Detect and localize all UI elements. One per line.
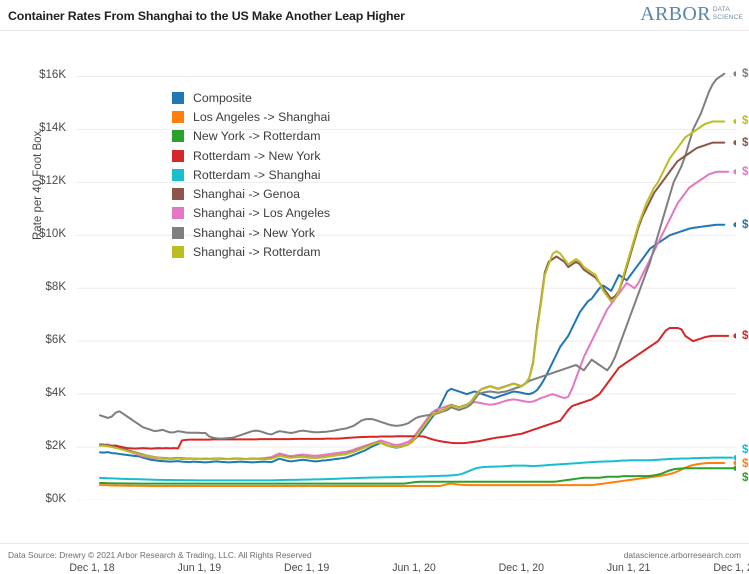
legend-label: Shanghai -> Genoa <box>193 187 300 202</box>
data-source-text: Data Source: Drewry © 2021 Arbor Researc… <box>8 550 312 560</box>
y-tick-label: $12K <box>39 175 66 188</box>
chart-legend: Composite Los Angeles -> Shanghai New York… <box>172 88 330 262</box>
legend-label: Rotterdam -> New York <box>193 148 321 163</box>
series-end-label: $13.5K <box>742 135 749 149</box>
legend-swatch-icon <box>172 168 184 181</box>
legend-item[interactable]: Rotterdam -> Shanghai <box>172 165 330 184</box>
legend-item[interactable]: New York -> Rotterdam <box>172 127 330 146</box>
legend-item[interactable]: Rotterdam -> New York <box>172 146 330 165</box>
y-tick-label: $10K <box>39 228 66 241</box>
legend-swatch-icon <box>172 110 184 123</box>
logo-sub-science: SCIENCE <box>712 13 743 21</box>
page-title: Container Rates From Shanghai to the US … <box>8 9 405 23</box>
series-end-label: $14.3K <box>742 114 749 128</box>
y-tick-label: $14K <box>39 122 66 135</box>
y-tick-label: $6K <box>45 334 66 347</box>
legend-swatch-icon <box>172 130 184 143</box>
y-tick-label: $4K <box>45 387 66 400</box>
series-end-label: $6.2K <box>742 328 749 342</box>
series-end-label: $1.2K <box>742 471 749 485</box>
legend-swatch-icon <box>172 149 184 162</box>
x-tick-label: Dec 1, 20 <box>498 562 544 574</box>
legend-item[interactable]: Composite <box>172 88 330 107</box>
footer-divider <box>0 543 749 544</box>
series-end-label: $12.4K <box>742 164 749 178</box>
x-tick-label: Dec 1, 21 <box>713 562 749 574</box>
header-divider <box>0 30 749 31</box>
logo-subtitle: DATA SCIENCE <box>713 6 743 21</box>
y-tick-label: $16K <box>39 69 66 82</box>
legend-swatch-icon <box>172 207 184 220</box>
legend-label: Shanghai -> New York <box>193 225 316 240</box>
plot-area: Rate per 40 Foot Box $0K $2K $4K $6K $8K $10K… <box>32 50 749 574</box>
legend-item[interactable]: Shanghai -> Genoa <box>172 184 330 203</box>
arbor-logo: ARBOR DATA SCIENCE <box>640 4 743 24</box>
x-tick-label: Jun 1, 21 <box>606 562 651 574</box>
legend-swatch-icon <box>172 91 184 104</box>
y-tick-label: $8K <box>45 281 66 294</box>
legend-label: Shanghai -> Los Angeles <box>193 206 331 221</box>
series-end-label: $1.4K <box>742 456 749 470</box>
legend-item[interactable]: Shanghai -> Los Angeles <box>172 204 330 223</box>
legend-swatch-icon <box>172 246 184 259</box>
y-tick-label: $2K <box>45 440 66 453</box>
legend-label: New York -> Rotterdam <box>193 129 321 144</box>
logo-sub-data: DATA <box>712 6 730 13</box>
logo-wordmark: ARBOR <box>640 3 711 25</box>
legend-item[interactable]: Los Angeles -> Shanghai <box>172 107 330 126</box>
legend-item[interactable]: Shanghai -> Rotterdam <box>172 242 330 261</box>
legend-swatch-icon <box>172 188 184 201</box>
legend-label: Composite <box>193 90 252 105</box>
legend-swatch-icon <box>172 226 184 239</box>
y-tick-label: $0K <box>45 493 66 505</box>
series-end-label: $16.1K <box>742 66 749 80</box>
x-tick-label: Jun 1, 19 <box>177 562 222 574</box>
series-end-label: $10.4K <box>742 217 749 231</box>
legend-label: Rotterdam -> Shanghai <box>193 167 321 182</box>
legend-item[interactable]: Shanghai -> New York <box>172 223 330 242</box>
legend-label: Los Angeles -> Shanghai <box>193 109 331 124</box>
chart-svg <box>76 71 736 500</box>
x-tick-label: Dec 1, 18 <box>69 562 115 574</box>
series-end-label: $1.6K <box>742 442 749 456</box>
x-tick-label: Jun 1, 20 <box>392 562 436 574</box>
website-text: datascience.arborresearch.com <box>623 550 741 560</box>
legend-label: Shanghai -> Rotterdam <box>193 245 321 260</box>
x-tick-label: Dec 1, 19 <box>283 562 330 574</box>
